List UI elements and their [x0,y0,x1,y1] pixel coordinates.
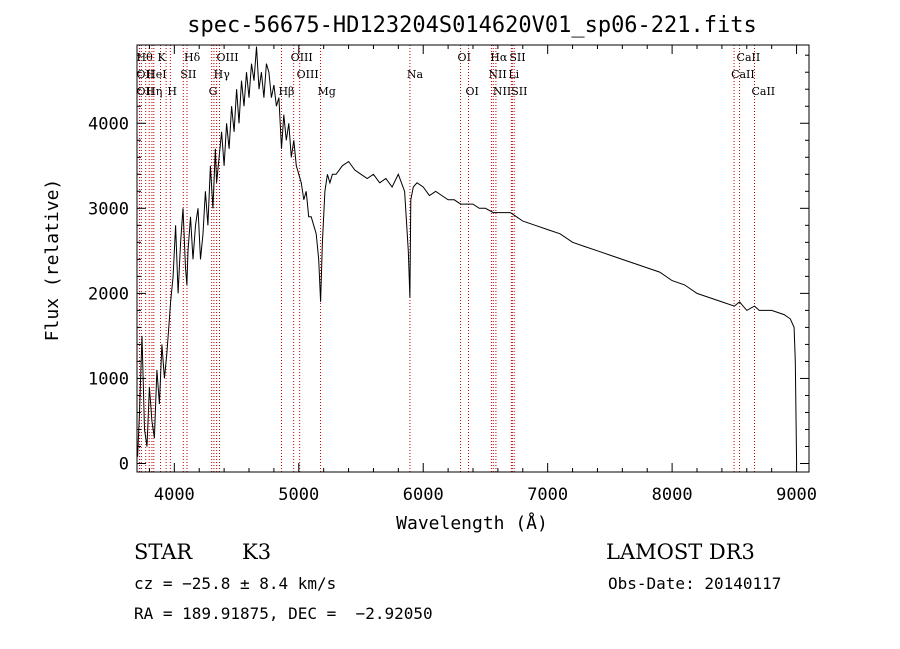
x-tick-label-5000: 5000 [278,485,319,505]
line-label-9-0: SII [180,68,196,81]
line-label-16-0: OIII [291,51,313,64]
line-label-27-0: SII [511,85,527,98]
line-label-25-0: Li [508,68,519,81]
x-tick-label-7000: 7000 [527,485,568,505]
axes: 4000 5000 6000 7000 8000 9000 0 1000 2000 3000 400… [88,45,817,505]
y-tick-label-4000: 4000 [88,114,129,134]
line-label-13-0: Hγ [214,68,231,81]
redshift-cz: cz = −25.8 ± 8.4 km/s [134,574,337,593]
x-tick-label-6000: 6000 [403,485,444,505]
line-label-22-0: NII [488,68,506,81]
line-label-0-0: Hθ [136,51,153,64]
x-axis-label: Wavelength (Å) [396,512,548,534]
line-label-21-0: OI [466,85,479,98]
flux-series-line [137,46,798,464]
line-label-10-0: Hδ [184,51,201,64]
line-label-0-1: OII [136,68,154,81]
coordinates: RA = 189.91875, DEC = −2.92050 [134,604,433,623]
survey-release: LAMOST DR3 [606,540,755,564]
line-label-0-2: OII [136,85,154,98]
line-label-30-0: CaII [751,85,775,98]
y-axis-label: Flux (relative) [42,179,63,342]
line-label-14-0: OIII [217,51,239,64]
line-label-28-0: CaII [731,68,755,81]
line-label-8-0: H [167,85,177,98]
x-tick-label-4000: 4000 [154,485,195,505]
line-label-24-0: NII [493,85,511,98]
line-label-18-0: Mg [318,85,336,98]
object-subclass: K3 [242,540,272,564]
line-label-23-0: Hα [490,51,508,64]
spectrum-chart: spec-56675-HD123204S014620V01_sp06-221.f… [42,13,817,534]
line-label-11-0: G [209,85,218,98]
y-tick-label-1000: 1000 [88,369,129,389]
line-label-17-0: OIII [297,68,319,81]
x-tick-label-8000: 8000 [652,485,693,505]
line-label-3-0: HeI [146,68,166,81]
y-tick-label-3000: 3000 [88,199,129,219]
line-label-19-0: Na [407,68,424,81]
line-label-6-0: K [158,51,167,64]
line-label-20-0: OI [458,51,471,64]
line-label-15-0: Hβ [278,85,294,98]
object-type: STAR [134,540,193,564]
x-tick-label-9000: 9000 [776,485,817,505]
line-label-3-1: Hη [146,85,162,98]
y-tick-label-2000: 2000 [88,284,129,304]
spectral-line-markers: HθOIIOIIHeIHηKHSIIHδGHγOIIIHβOIIIOIIIMgN… [136,45,775,472]
chart-title: spec-56675-HD123204S014620V01_sp06-221.f… [187,13,757,38]
y-tick-label-0: 0 [119,454,129,474]
line-label-29-0: CaII [737,51,761,64]
observation-date: Obs-Date: 20140117 [608,574,782,593]
line-label-26-0: SII [509,51,525,64]
